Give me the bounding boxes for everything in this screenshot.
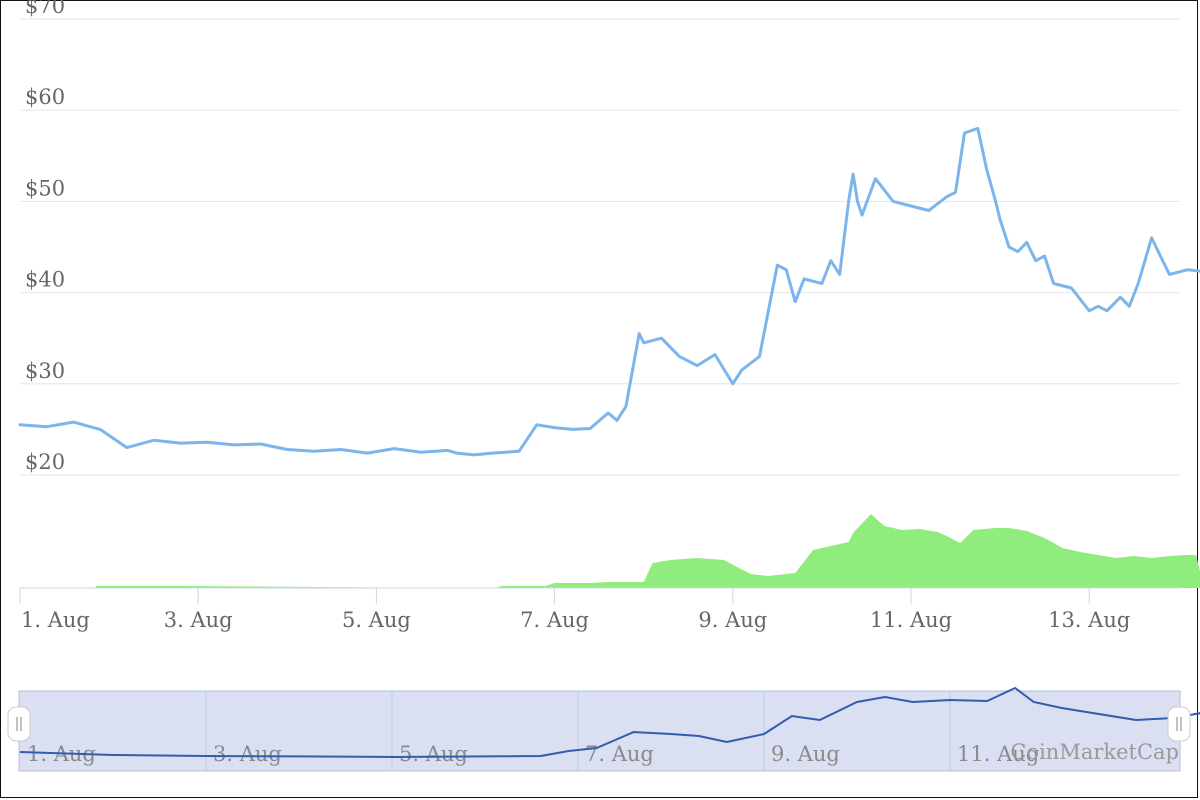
navigator-handle-right[interactable] xyxy=(1167,706,1191,742)
price-line xyxy=(18,126,1200,457)
drag-handle-icon[interactable] xyxy=(1167,706,1191,742)
y-tick-label: $70 xyxy=(25,0,65,18)
y-tick-label: $60 xyxy=(25,85,65,109)
y-tick-label: $40 xyxy=(25,268,65,292)
x-axis: 1. Aug 3. Aug 5. Aug 7. Aug 9. Aug 11. Aug 13.… xyxy=(19,587,1180,632)
navigator-tick-label: 7. Aug xyxy=(585,742,654,766)
y-tick-label: $30 xyxy=(25,359,65,383)
navigator-series-line xyxy=(19,686,1200,759)
x-tick-label: 11. Aug xyxy=(870,608,952,632)
navigator-tick-label: 3. Aug xyxy=(213,742,282,766)
volume-area-path xyxy=(95,514,1200,588)
y-gridlines xyxy=(20,18,1180,476)
navigator[interactable]: 1. Aug 3. Aug 5. Aug 7. Aug 9. Aug 11. Aug xyxy=(7,686,1200,772)
x-tick-label: 1. Aug xyxy=(21,608,90,632)
x-tick-label: 7. Aug xyxy=(520,608,589,632)
x-tick-label: 9. Aug xyxy=(698,608,767,632)
x-tick-label: 3. Aug xyxy=(164,608,233,632)
price-series-line xyxy=(18,126,1200,457)
drag-handle-icon[interactable] xyxy=(7,706,31,742)
y-tick-label: $20 xyxy=(25,450,65,474)
navigator-handle-left[interactable] xyxy=(7,706,31,742)
y-tick-label: $50 xyxy=(25,176,65,200)
x-tick-label: 5. Aug xyxy=(342,608,411,632)
volume-area xyxy=(95,514,1200,588)
navigator-tick-label: 11. Aug xyxy=(957,742,1039,766)
y-axis-labels: $20 $30 $40 $50 $60 $70 xyxy=(25,0,65,474)
credit-label[interactable]: CoinMarketCap xyxy=(1010,740,1179,764)
navigator-mask[interactable] xyxy=(18,690,1181,772)
navigator-tick-label: 5. Aug xyxy=(399,742,468,766)
navigator-tick-label: 9. Aug xyxy=(771,742,840,766)
x-tick-label: 13. Aug xyxy=(1048,608,1130,632)
